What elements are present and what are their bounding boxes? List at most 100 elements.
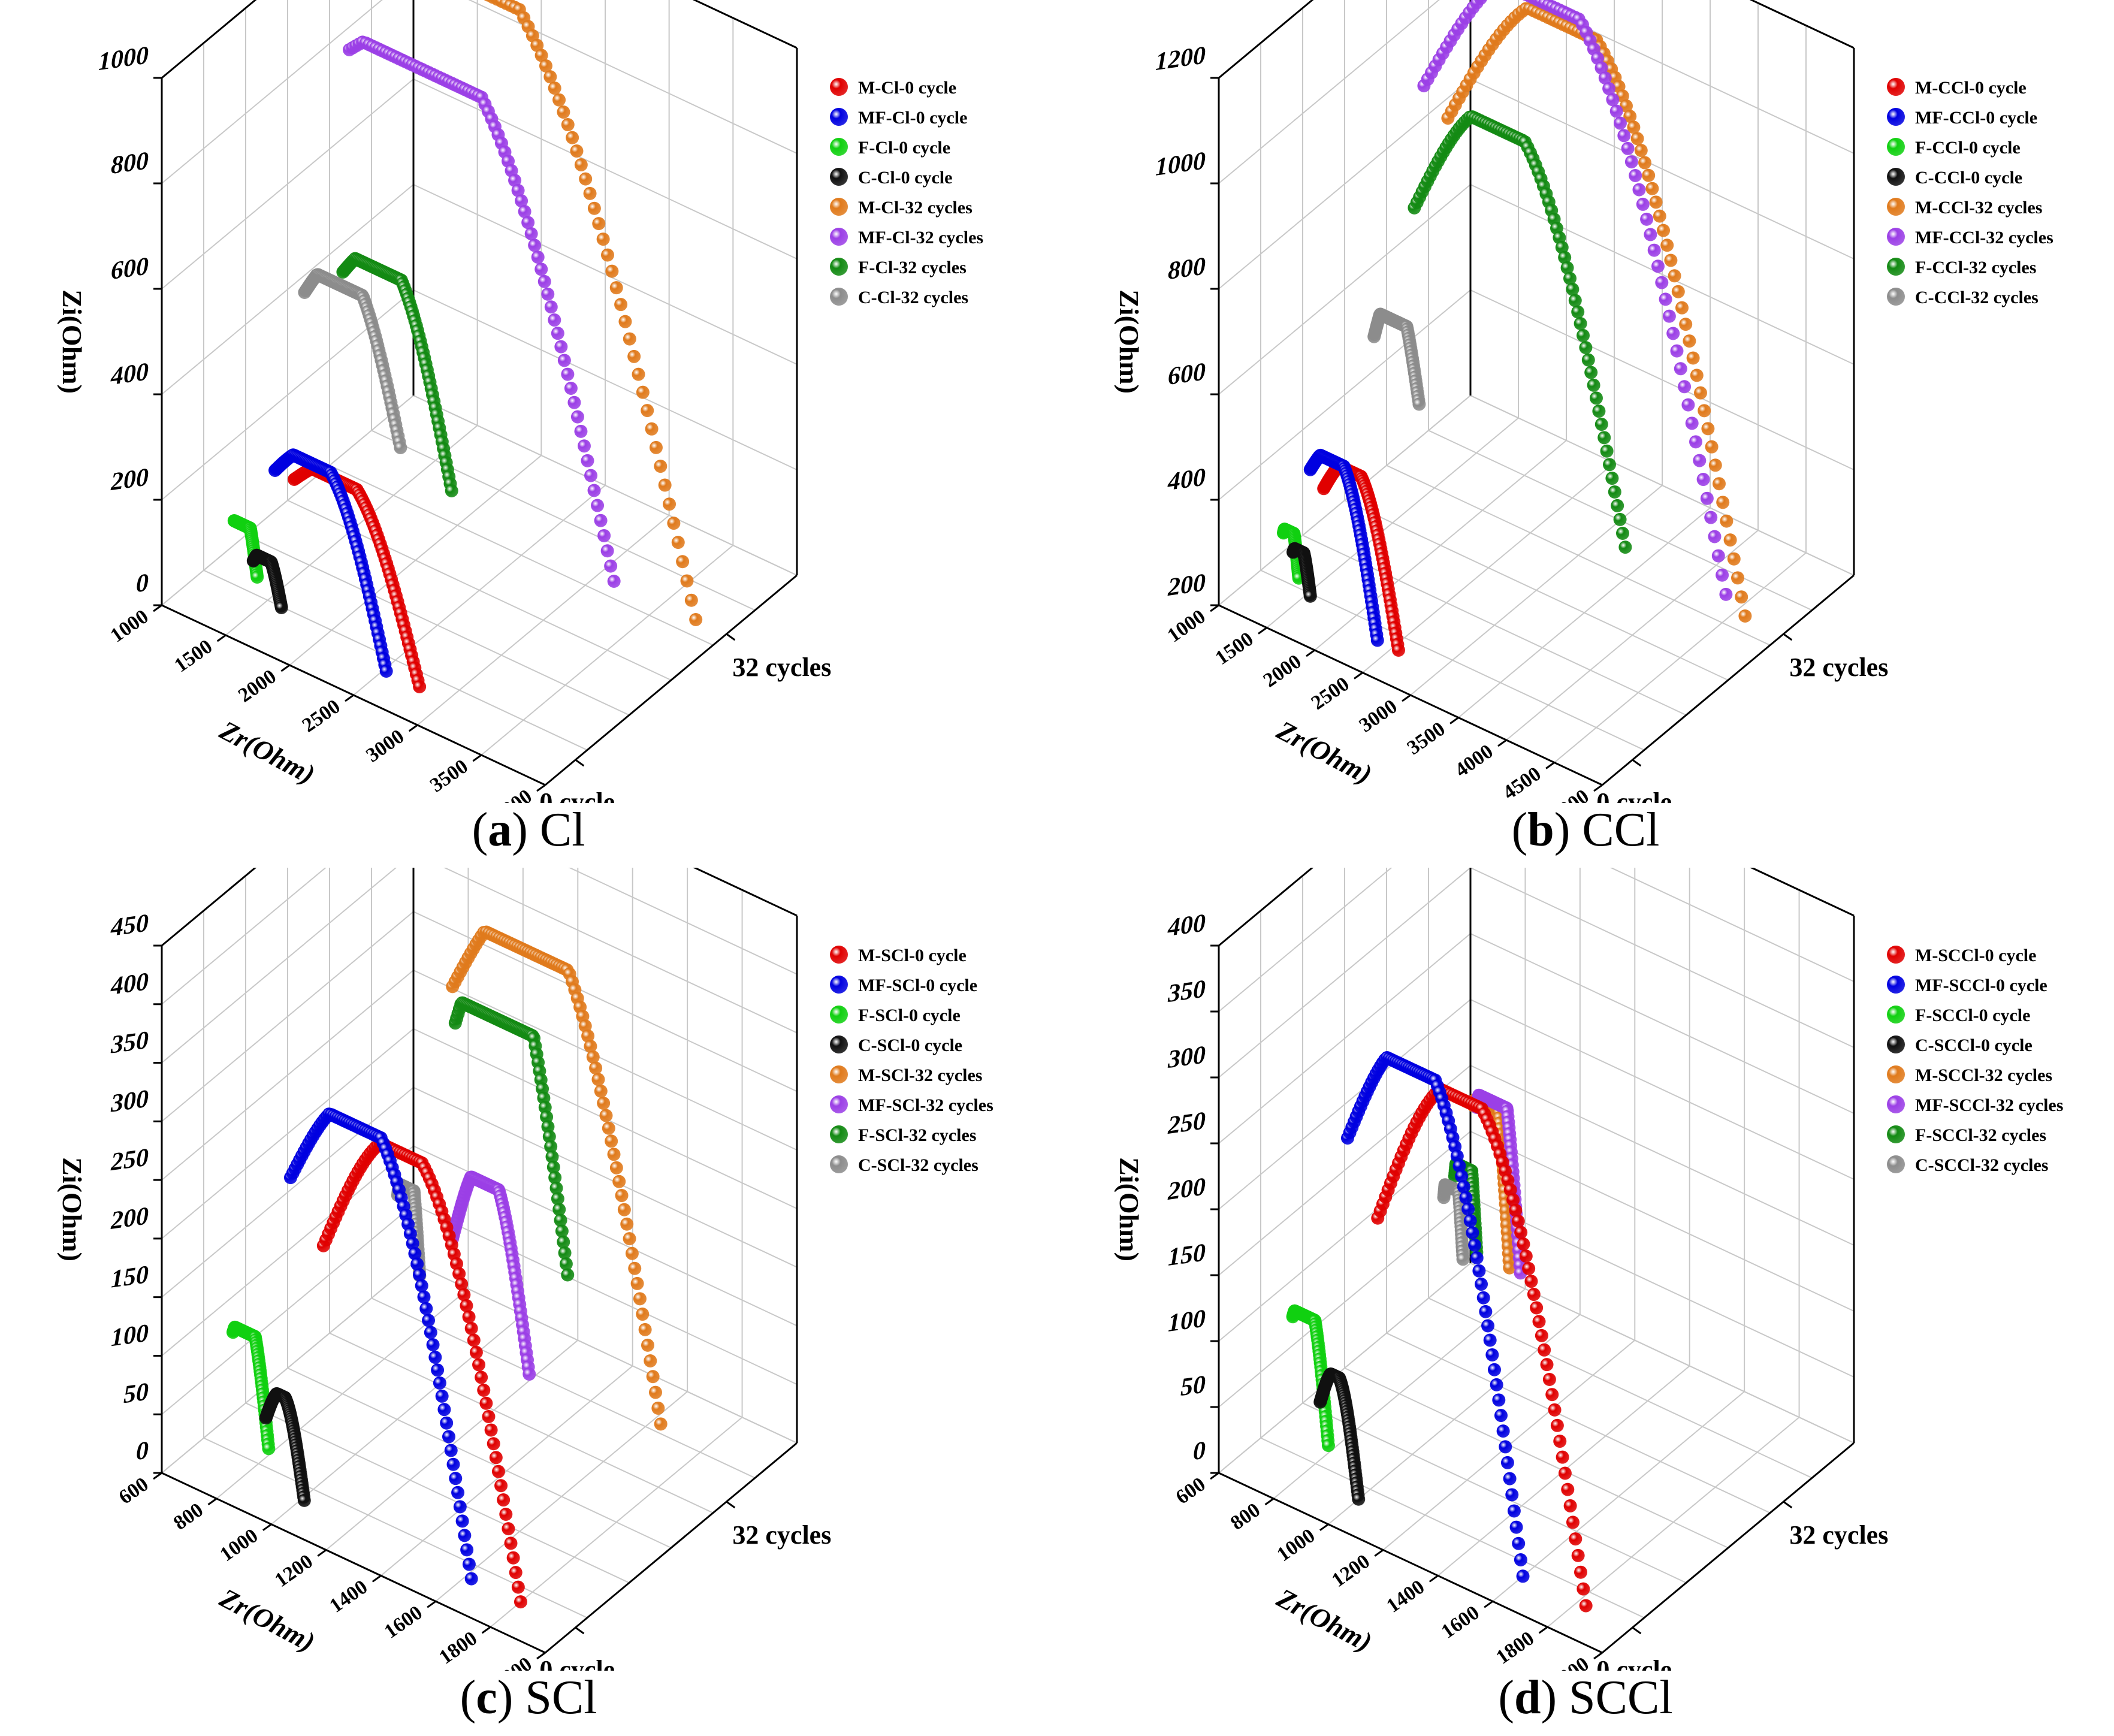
x-tick-a xyxy=(280,664,291,672)
legend-marker xyxy=(830,168,848,186)
x-tick-b xyxy=(1354,672,1363,680)
x-tick-label-c: 1000 xyxy=(216,1524,262,1566)
legend-label: F-CCl-32 cycles xyxy=(1915,258,2036,277)
data-point xyxy=(528,238,542,252)
z-tick-label-c: 150 xyxy=(111,1260,149,1294)
data-point xyxy=(594,1084,608,1098)
data-point xyxy=(1577,328,1590,342)
data-point xyxy=(607,575,621,588)
data-point xyxy=(523,1367,536,1381)
data-point xyxy=(1621,141,1635,155)
x-tick-b xyxy=(1497,739,1507,747)
caption-letter-b: b xyxy=(1527,804,1554,856)
data-point xyxy=(410,1257,424,1271)
data-point xyxy=(1701,422,1715,436)
data-point xyxy=(1623,110,1637,123)
data-point xyxy=(1563,1499,1577,1512)
data-point xyxy=(1644,228,1657,241)
data-point xyxy=(455,1277,469,1291)
x-tick-label-c: 2000 xyxy=(490,1653,536,1671)
data-point xyxy=(379,665,393,678)
data-point xyxy=(586,1050,600,1064)
series-a-C xyxy=(246,548,288,614)
data-point xyxy=(561,1268,575,1282)
data-point xyxy=(1488,1363,1501,1376)
data-point xyxy=(561,367,575,381)
legend-marker xyxy=(1887,1065,1905,1083)
axis-frame-d xyxy=(1218,868,1855,1654)
data-point xyxy=(663,497,677,511)
data-point xyxy=(504,1536,518,1550)
data-point xyxy=(680,574,694,588)
data-point xyxy=(1611,499,1624,512)
data-point xyxy=(1651,259,1665,273)
legend-label: C-CCl-0 cycle xyxy=(1915,168,2022,188)
data-point xyxy=(472,1358,486,1372)
data-point xyxy=(524,227,538,241)
depth-tick-a xyxy=(575,759,585,767)
data-point xyxy=(676,555,690,569)
z-tick-label-d: 50 xyxy=(1180,1370,1206,1402)
axis-frame-a xyxy=(161,0,798,786)
data-point xyxy=(1558,250,1572,264)
data-point xyxy=(1481,1319,1495,1333)
data-point xyxy=(589,1061,603,1075)
data-point xyxy=(1581,353,1595,367)
data-point xyxy=(591,499,605,512)
data-point xyxy=(1485,1348,1499,1361)
data-point xyxy=(1719,587,1733,601)
depth-tick-b xyxy=(1632,759,1642,767)
data-point xyxy=(557,1235,570,1249)
data-point xyxy=(1472,1264,1486,1278)
grid-d xyxy=(1218,868,1855,1653)
data-point xyxy=(1647,243,1661,257)
data-point xyxy=(1530,1301,1544,1315)
chart-panel-b: 1000150020002500300035004000450050002004… xyxy=(1057,0,2114,868)
legend-marker xyxy=(1887,946,1905,964)
x-tick-label-c: 800 xyxy=(170,1499,207,1535)
x-tick-label-d: 1400 xyxy=(1382,1576,1429,1617)
data-point xyxy=(489,1451,503,1465)
data-point xyxy=(1532,1315,1546,1329)
z-tick-label-c: 0 xyxy=(136,1436,149,1466)
data-point xyxy=(274,601,288,614)
data-point xyxy=(1674,362,1687,376)
chart-panel-a: 1000 1500 2000 2500 3000 3500 4000 0 200 400 600 80… xyxy=(0,0,1057,868)
x-tick-b xyxy=(1306,649,1315,657)
legend-label: MF-SCCl-32 cycles xyxy=(1915,1095,2063,1115)
data-point xyxy=(394,441,407,454)
data-point xyxy=(1561,1483,1575,1496)
data-point xyxy=(542,1130,556,1143)
data-point xyxy=(543,70,557,84)
data-point xyxy=(549,1181,563,1195)
legend-marker xyxy=(830,198,848,216)
legend-label: C-Cl-0 cycle xyxy=(858,168,952,188)
legend-marker xyxy=(1887,258,1905,276)
data-point xyxy=(1459,1191,1473,1204)
x-tick-label-b: 1000 xyxy=(1164,605,1210,647)
data-point xyxy=(1694,386,1707,400)
data-point xyxy=(1645,182,1659,195)
legend-marker xyxy=(830,1006,848,1024)
data-point xyxy=(1550,1418,1564,1432)
data-point xyxy=(1569,1532,1583,1546)
depth-label-d: 32 cycles xyxy=(1789,1520,1888,1550)
data-point xyxy=(1450,1149,1464,1163)
data-point xyxy=(457,1288,471,1302)
data-point xyxy=(1463,1214,1477,1228)
data-point xyxy=(452,1267,466,1281)
z-tick-label-c: 350 xyxy=(110,1026,149,1059)
data-point xyxy=(518,205,531,219)
data-point xyxy=(1708,530,1722,544)
data-point xyxy=(1535,1329,1548,1342)
x-tick-d xyxy=(1264,1498,1275,1506)
depth-tick-c xyxy=(726,1500,736,1509)
x-tick-d xyxy=(1484,1601,1494,1608)
x-tick-label-a: 2500 xyxy=(298,695,345,736)
data-point xyxy=(1679,318,1693,331)
data-point xyxy=(1505,1488,1519,1502)
data-point xyxy=(539,59,552,73)
data-point xyxy=(424,1326,437,1339)
data-point xyxy=(1509,1203,1523,1217)
data-point xyxy=(508,174,522,188)
